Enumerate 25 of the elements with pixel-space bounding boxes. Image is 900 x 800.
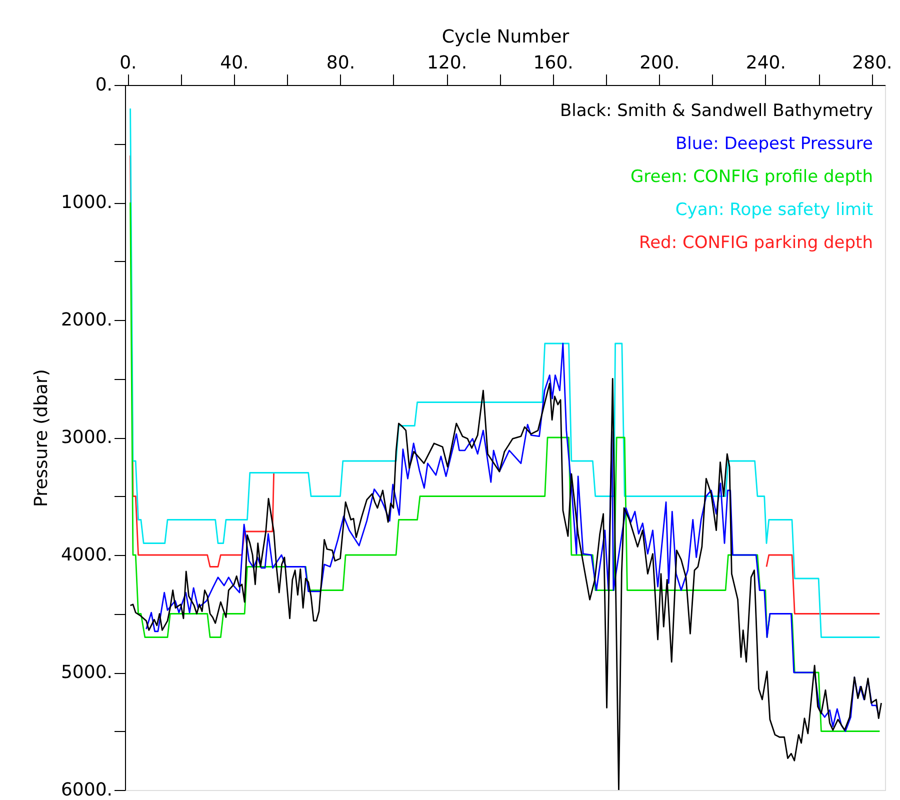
text: Cyan: Rope safety limit: [675, 200, 874, 220]
x-tick-label: 120.: [427, 52, 468, 74]
y-tick-label: 4000.: [60, 544, 112, 566]
y-tick-label: 1000.: [60, 192, 112, 213]
line-series: [146, 342, 880, 732]
x-tick-label: 240.: [746, 52, 786, 74]
x-tick-label: 0.: [120, 52, 137, 74]
y-tick-label: 6000.: [60, 780, 112, 800]
x-tick-label: 200.: [640, 52, 680, 74]
x-tick-label: 80.: [326, 52, 356, 74]
x-tick-label: 160.: [533, 52, 574, 74]
text: Blue: Deepest Pressure: [675, 134, 873, 154]
line-series: [130, 378, 882, 790]
y-tick-label: 0.: [95, 74, 112, 96]
y-axis-title: Pressure (dbar): [30, 369, 52, 507]
line-series: [130, 202, 880, 732]
y-tick-label: 2000.: [60, 310, 112, 330]
text: Green: CONFIG profile depth: [630, 167, 873, 187]
text: Black: Smith & Sandwell Bathymetry: [560, 101, 873, 121]
y-tick-label: 3000.: [60, 427, 112, 448]
x-tick-label: 280.: [852, 52, 892, 74]
x-tick-label: 40.: [220, 52, 249, 74]
x-axis-title: Cycle Number: [442, 26, 570, 48]
y-tick-label: 5000.: [60, 662, 112, 683]
text: Red: CONFIG parking depth: [639, 233, 873, 253]
